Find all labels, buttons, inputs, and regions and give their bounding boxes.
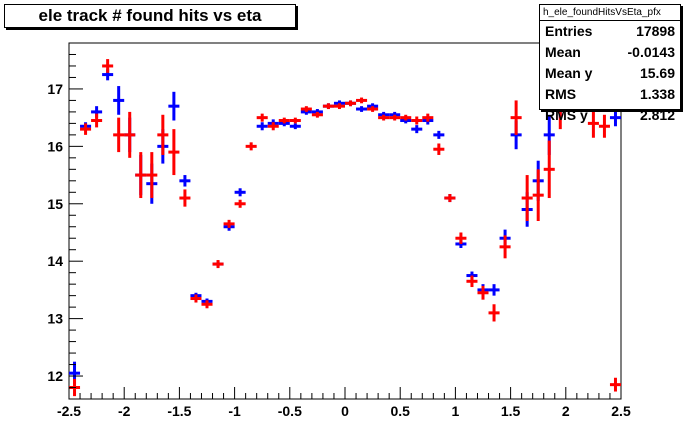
data-point <box>311 111 323 118</box>
y-tick-label: 16 <box>47 138 63 154</box>
data-point <box>400 114 412 121</box>
data-point <box>157 114 169 155</box>
chart-title: ele track # found hits vs eta <box>4 4 296 28</box>
x-tick-label: -1 <box>228 403 241 419</box>
stats-value: 1.338 <box>639 86 675 102</box>
x-tick-label: 0 <box>341 403 349 419</box>
y-tick-label: 17 <box>47 81 63 97</box>
data-point <box>289 117 301 124</box>
stats-row-entries: Entries 17898 <box>540 21 680 42</box>
x-tick-label: -2.5 <box>57 403 81 419</box>
data-point <box>422 113 434 122</box>
stats-histogram-name: h_ele_foundHitsVsEta_pfx <box>540 5 680 21</box>
x-tick-label: -0.5 <box>278 403 302 419</box>
data-point <box>113 86 125 115</box>
data-point <box>256 122 268 131</box>
data-point <box>433 130 445 139</box>
data-point <box>80 123 92 135</box>
data-point <box>411 125 423 134</box>
y-tick-label: 12 <box>47 368 63 384</box>
data-point <box>278 117 290 124</box>
x-tick-label: -2 <box>118 403 131 419</box>
data-point <box>543 140 555 199</box>
data-point <box>488 284 500 296</box>
data-point <box>168 129 180 176</box>
data-point <box>466 275 478 288</box>
data-point <box>212 260 224 269</box>
stats-label: Mean y <box>545 65 593 81</box>
stats-row-rms-y: RMS y 2.812 <box>540 105 680 126</box>
data-point <box>102 59 114 73</box>
stats-row-mean: Mean -0.0143 <box>540 42 680 63</box>
data-point <box>234 188 246 197</box>
data-point <box>510 100 522 135</box>
x-tick-label: 2.5 <box>611 403 631 419</box>
series-2 <box>69 48 621 397</box>
data-point <box>135 152 147 199</box>
y-tick-label: 15 <box>47 196 63 212</box>
data-point <box>289 123 301 130</box>
x-tick-label: 2 <box>562 403 570 419</box>
data-point <box>179 189 191 207</box>
data-point <box>146 152 158 199</box>
stats-value: -0.0143 <box>627 44 675 60</box>
stats-row-rms: RMS 1.338 <box>540 84 680 105</box>
data-point <box>499 235 511 259</box>
stats-label: Entries <box>545 23 593 39</box>
data-point <box>124 111 136 158</box>
data-point <box>389 114 401 121</box>
stats-value: 17898 <box>636 23 675 39</box>
y-tick-label: 13 <box>47 311 63 327</box>
data-point <box>113 117 125 153</box>
data-point <box>609 377 621 392</box>
stats-label: RMS y <box>545 107 588 123</box>
stats-label: Mean <box>545 44 581 60</box>
data-point <box>378 114 390 121</box>
data-point <box>587 109 599 138</box>
data-point <box>521 175 533 221</box>
data-point <box>609 109 621 127</box>
data-point <box>223 219 235 228</box>
data-point <box>532 169 544 221</box>
data-point <box>455 232 467 244</box>
data-point <box>411 116 423 125</box>
x-tick-label: 0.5 <box>390 403 410 419</box>
stats-row-mean-y: Mean y 15.69 <box>540 63 680 84</box>
data-point <box>356 97 368 104</box>
data-point <box>168 91 180 121</box>
stats-label: RMS <box>545 86 577 102</box>
data-point <box>444 194 456 203</box>
data-point <box>367 106 379 112</box>
stats-box: h_ele_foundHitsVsEta_pfx Entries 17898 M… <box>539 4 681 123</box>
data-point <box>256 113 268 122</box>
x-tick-label: 1 <box>452 403 460 419</box>
data-point <box>190 294 202 303</box>
data-point <box>433 143 445 155</box>
stats-value: 15.69 <box>639 65 675 81</box>
data-point <box>333 103 345 110</box>
data-point <box>234 199 246 208</box>
data-point <box>267 122 279 131</box>
axes: -2.5 -2 -1.5 -1 -0.5 0 0.5 1 1.5 2 2.5 12 13 14 15 16 17 <box>47 42 631 419</box>
data-point <box>322 103 334 110</box>
data-point <box>598 114 610 138</box>
data-point <box>345 100 357 107</box>
data-point <box>356 106 368 112</box>
data-point <box>179 175 191 187</box>
data-point <box>201 300 213 309</box>
data-point <box>245 142 257 151</box>
data-point <box>300 106 312 112</box>
data-point <box>91 113 103 128</box>
data-point <box>488 304 500 322</box>
y-tick-label: 14 <box>47 253 63 269</box>
x-tick-label: -1.5 <box>167 403 191 419</box>
x-tick-label: 1.5 <box>501 403 521 419</box>
data-markers <box>69 48 621 397</box>
data-point <box>477 285 489 300</box>
stats-value: 2.812 <box>639 107 675 123</box>
